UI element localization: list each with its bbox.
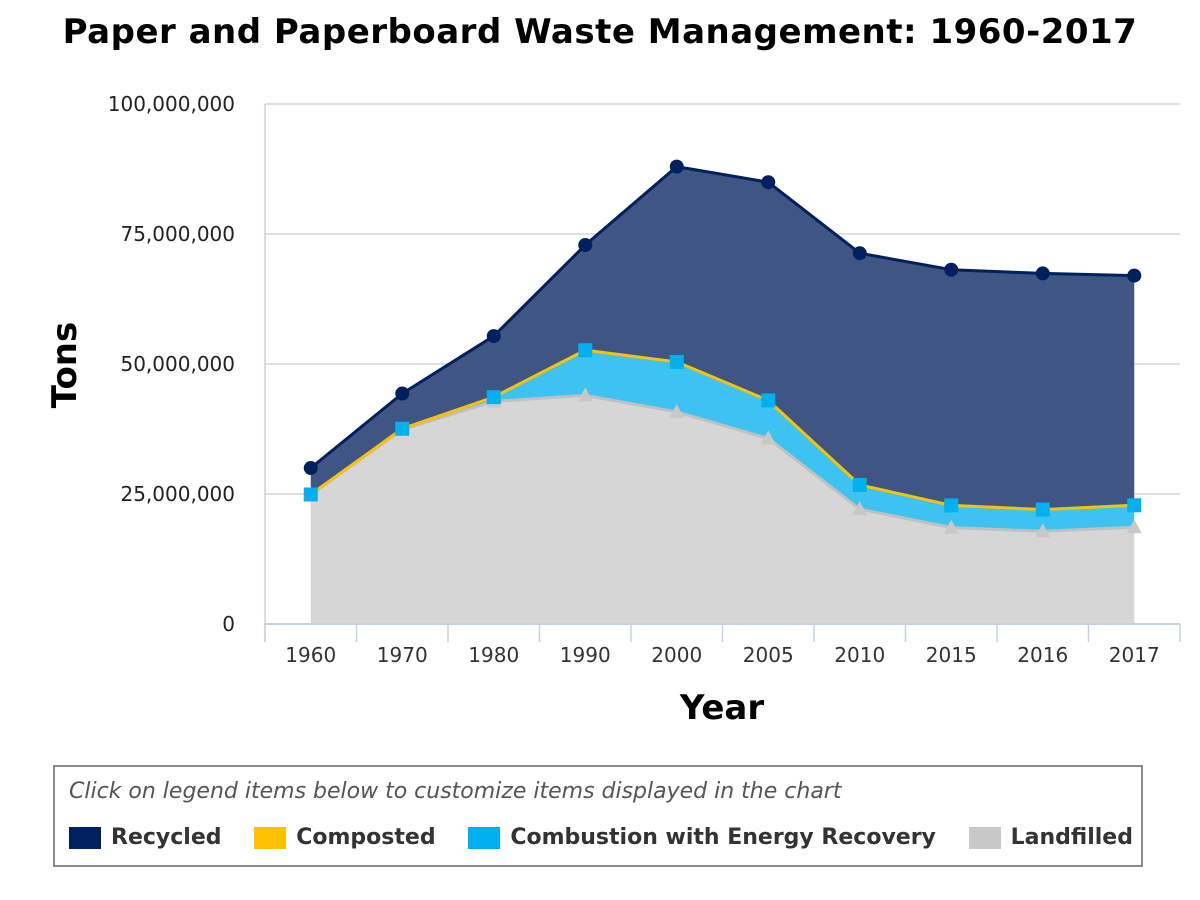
stacked-areas [310, 166, 1135, 624]
x-tick-label: 2005 [743, 643, 794, 667]
line-landfilled [309, 393, 1135, 533]
marker-combustion-with-energy-recovery [486, 390, 501, 405]
legend-label: Landfilled [1010, 825, 1133, 850]
area-recycled [310, 166, 1135, 510]
legend: Click on legend items below to customize… [53, 765, 1143, 867]
legend-item-recycled[interactable]: Recycled [69, 825, 222, 850]
chart-title: Paper and Paperboard Waste Management: 1… [62, 12, 1138, 52]
legend-hint: Click on legend items below to customize… [69, 779, 842, 804]
x-tick-label: 1980 [468, 643, 519, 667]
y-tick-label: 50,000,000 [120, 352, 235, 376]
legend-item-combustion-with-energy-recovery[interactable]: Combustion with Energy Recovery [468, 825, 936, 850]
y-tick-label: 75,000,000 [120, 222, 235, 246]
x-tick-label: 2010 [834, 643, 885, 667]
x-axis-title: Year [679, 688, 765, 728]
x-tick-label: 1970 [377, 643, 428, 667]
y-tick-label: 100,000,000 [108, 92, 235, 116]
legend-item-landfilled[interactable]: Landfilled [968, 825, 1133, 850]
x-tick-label: 1990 [560, 643, 611, 667]
marker-landfilled [1126, 519, 1142, 534]
x-tick-label: 1960 [285, 643, 336, 667]
marker-combustion-with-energy-recovery [1035, 502, 1050, 517]
marker-recycled [944, 262, 959, 277]
series-markers [303, 159, 1142, 538]
axes: 0 25,000,000 50,000,000 75,000,000 100,000,0… [108, 92, 1181, 667]
area-landfilled [310, 395, 1135, 624]
marker-combustion-with-energy-recovery [578, 343, 593, 358]
legend-swatch [254, 826, 287, 849]
legend-swatch [968, 826, 1001, 849]
marker-recycled [395, 386, 410, 401]
marker-recycled [578, 238, 593, 253]
x-tick-label: 2015 [926, 643, 977, 667]
legend-item-composted[interactable]: Composted [254, 825, 436, 850]
x-tick-label: 2000 [651, 643, 702, 667]
y-tick-label: 0 [222, 612, 235, 636]
legend-label: Recycled [111, 825, 222, 850]
y-axis-title: Tons [45, 322, 85, 408]
marker-recycled [303, 461, 318, 476]
marker-recycled [1035, 266, 1050, 281]
marker-recycled [852, 246, 867, 261]
marker-recycled [761, 175, 776, 190]
legend-swatch [468, 826, 501, 849]
marker-landfilled [852, 501, 868, 516]
marker-landfilled [943, 519, 959, 534]
marker-combustion-with-energy-recovery [852, 477, 867, 492]
marker-combustion-with-energy-recovery [761, 393, 776, 408]
x-tick-label: 2017 [1109, 643, 1160, 667]
legend-items: Recycled Composted Combustion with Energy … [69, 825, 1133, 850]
line-recycled [309, 165, 1135, 470]
marker-recycled [669, 159, 684, 174]
line-composted [309, 348, 1135, 512]
marker-combustion-with-energy-recovery [395, 421, 410, 436]
y-tick-label: 25,000,000 [120, 482, 235, 506]
marker-recycled [1127, 268, 1142, 283]
marker-combustion-with-energy-recovery [1127, 498, 1142, 513]
series-lines [309, 165, 1135, 533]
marker-combustion-with-energy-recovery [303, 487, 318, 502]
marker-combustion-with-energy-recovery [944, 498, 959, 513]
x-tick-label: 2016 [1017, 643, 1068, 667]
marker-landfilled [577, 387, 593, 402]
marker-landfilled [669, 403, 685, 418]
marker-recycled [486, 329, 501, 344]
legend-swatch [69, 826, 101, 849]
legend-label: Composted [296, 825, 436, 850]
marker-landfilled [1035, 523, 1051, 538]
marker-combustion-with-energy-recovery [669, 354, 684, 369]
area-combustion-with-energy-recovery [310, 350, 1135, 532]
marker-landfilled [760, 430, 776, 445]
legend-label: Combustion with Energy Recovery [510, 825, 936, 850]
